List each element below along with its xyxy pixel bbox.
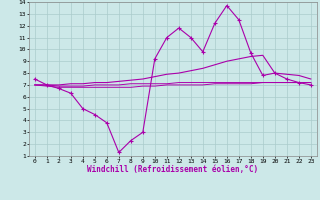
X-axis label: Windchill (Refroidissement éolien,°C): Windchill (Refroidissement éolien,°C)	[87, 165, 258, 174]
